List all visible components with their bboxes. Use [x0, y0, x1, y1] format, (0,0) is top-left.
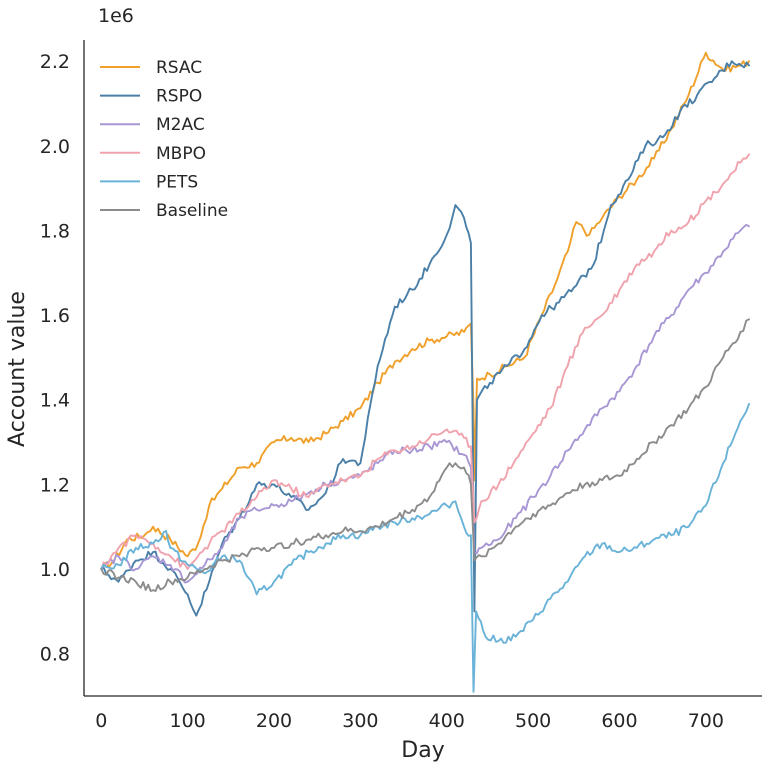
y-tick-label: 2.2 — [40, 51, 70, 73]
x-axis-title: Day — [401, 738, 444, 763]
series-line-pets — [100, 403, 750, 693]
series-line-m2ac — [100, 223, 750, 584]
axes-layer — [83, 40, 762, 697]
y-tick-label: 1.0 — [40, 559, 70, 581]
y-tick-label: 2.0 — [40, 136, 70, 158]
x-tick-label: 600 — [601, 710, 637, 732]
y-tick-label: 0.8 — [40, 644, 70, 666]
series-line-rsac — [100, 51, 750, 570]
legend-label-mbpo: MBPO — [156, 144, 206, 164]
legend-label-baseline: Baseline — [156, 201, 228, 221]
y-axis-title: Account value — [5, 291, 30, 447]
legend-label-rsac: RSAC — [156, 58, 202, 78]
y-axis-offset-label: 1e6 — [98, 5, 134, 27]
x-tick-label: 0 — [95, 710, 107, 732]
legend-label-rspo: RSPO — [156, 87, 202, 107]
series-line-rspo — [100, 60, 750, 617]
y-tick-label: 1.4 — [40, 390, 70, 412]
legend-label-pets: PETS — [156, 172, 198, 192]
y-tick-label: 1.6 — [40, 305, 70, 327]
legend: RSAC RSPO M2AC MBPO PETS Baseline — [100, 58, 228, 221]
x-tick-labels: 0 100 200 300 400 500 600 700 — [95, 710, 724, 732]
series-line-baseline — [100, 318, 750, 592]
x-tick-label: 100 — [170, 710, 206, 732]
legend-label-m2ac: M2AC — [156, 115, 205, 135]
y-tick-label: 1.2 — [40, 474, 70, 496]
series-layer — [100, 51, 750, 693]
x-tick-label: 300 — [342, 710, 378, 732]
x-tick-label: 400 — [429, 710, 465, 732]
x-tick-label: 200 — [256, 710, 292, 732]
series-line-mbpo — [100, 153, 750, 570]
y-tick-label: 1.8 — [40, 220, 70, 242]
x-tick-label: 500 — [515, 710, 551, 732]
x-tick-label: 700 — [688, 710, 724, 732]
y-tick-labels: 0.8 1.0 1.2 1.4 1.6 1.8 2.0 2.2 — [40, 51, 70, 666]
